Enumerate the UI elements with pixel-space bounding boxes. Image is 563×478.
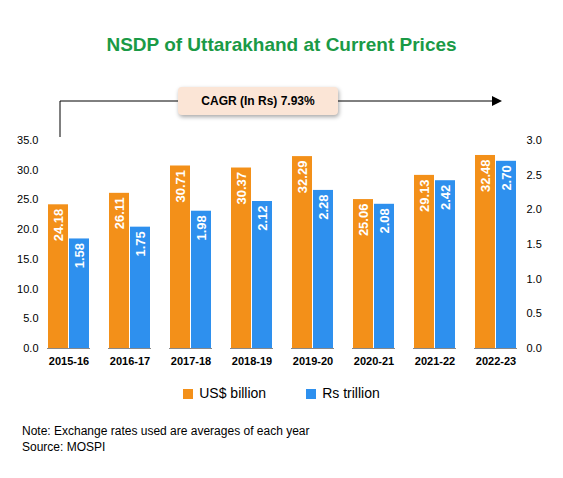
- svg-text:1.58: 1.58: [72, 243, 87, 268]
- svg-text:2015-16: 2015-16: [49, 355, 89, 367]
- svg-text:0.0: 0.0: [23, 342, 38, 354]
- svg-text:10.0: 10.0: [17, 283, 38, 295]
- svg-text:2020-21: 2020-21: [354, 355, 394, 367]
- svg-text:2.12: 2.12: [255, 206, 270, 231]
- html-text:Note: Exchange rates used are: Note: Exchange rates used are averages o…: [22, 424, 310, 438]
- svg-text:2.28: 2.28: [316, 194, 331, 219]
- svg-text:25.06: 25.06: [356, 204, 371, 237]
- svg-text:2.42: 2.42: [438, 185, 453, 210]
- svg-text:2.70: 2.70: [499, 165, 514, 190]
- svg-text:30.37: 30.37: [234, 172, 249, 205]
- svg-text:2017-18: 2017-18: [171, 355, 211, 367]
- svg-text:0.0: 0.0: [527, 342, 542, 354]
- svg-text:30.0: 30.0: [17, 164, 38, 176]
- svg-text:29.13: 29.13: [417, 179, 432, 212]
- svg-text:1.5: 1.5: [527, 238, 542, 250]
- html-text:CAGR (In Rs) 7.93%: CAGR (In Rs) 7.93%: [201, 94, 315, 108]
- svg-text:30.71: 30.71: [173, 170, 188, 203]
- svg-text:2.5: 2.5: [527, 169, 542, 181]
- svg-text:2.08: 2.08: [377, 208, 392, 233]
- svg-text:25.0: 25.0: [17, 193, 38, 205]
- svg-text:2018-19: 2018-19: [232, 355, 272, 367]
- svg-text:35.0: 35.0: [17, 134, 38, 146]
- svg-text:32.29: 32.29: [295, 161, 310, 194]
- svg-text:3.0: 3.0: [527, 134, 542, 146]
- svg-text:2016-17: 2016-17: [110, 355, 150, 367]
- html-text:Source: MOSPI: Source: MOSPI: [22, 440, 106, 454]
- svg-text:24.18: 24.18: [51, 209, 66, 242]
- svg-text:1.98: 1.98: [194, 215, 209, 240]
- html-text:US$ billion: US$ billion: [199, 385, 267, 401]
- svg-text:5.0: 5.0: [23, 312, 38, 324]
- svg-text:26.11: 26.11: [112, 197, 127, 229]
- svg-text:1.75: 1.75: [133, 231, 148, 256]
- html-text:Rs trillion: Rs trillion: [322, 385, 380, 401]
- svg-text:2021-22: 2021-22: [415, 355, 455, 367]
- svg-text:2019-20: 2019-20: [293, 355, 333, 367]
- svg-text:32.48: 32.48: [478, 159, 493, 192]
- svg-text:0.5: 0.5: [527, 307, 542, 319]
- svg-text:15.0: 15.0: [17, 253, 38, 265]
- svg-text:2.0: 2.0: [527, 203, 542, 215]
- html-text:NSDP of Uttarakhand at Current: NSDP of Uttarakhand at Current Prices: [106, 34, 457, 55]
- svg-text:2022-23: 2022-23: [476, 355, 516, 367]
- svg-text:1.0: 1.0: [527, 273, 542, 285]
- svg-text:20.0: 20.0: [17, 223, 38, 235]
